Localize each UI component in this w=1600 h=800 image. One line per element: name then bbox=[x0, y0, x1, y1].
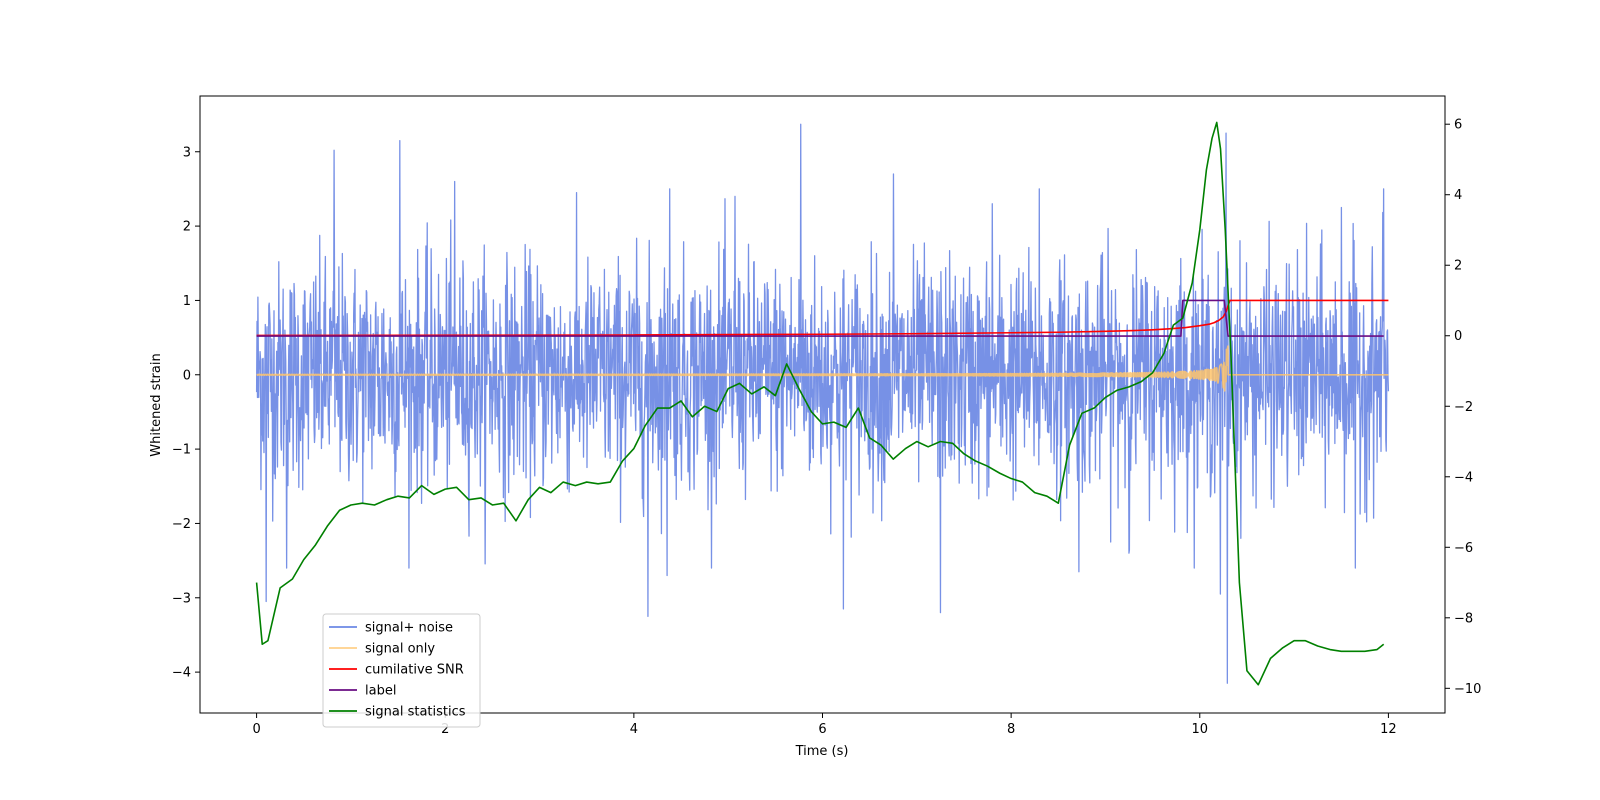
y2-tick-label: −4 bbox=[1454, 470, 1473, 485]
y2-tick-label: −10 bbox=[1454, 682, 1481, 697]
y2-tick-label: −8 bbox=[1454, 611, 1473, 626]
y-tick-label: −1 bbox=[172, 443, 191, 458]
legend-label-signal-statistics: signal statistics bbox=[365, 705, 466, 720]
y2-tick-label: −2 bbox=[1454, 400, 1473, 415]
y-tick-label: 3 bbox=[183, 145, 191, 160]
y2-tick-label: 4 bbox=[1454, 188, 1462, 203]
y-tick-label: −2 bbox=[172, 517, 191, 532]
x-tick-label: 2 bbox=[441, 722, 449, 737]
x-tick-label: 6 bbox=[818, 722, 826, 737]
y2-tick-label: −6 bbox=[1454, 541, 1473, 556]
y-tick-label: −3 bbox=[172, 591, 191, 606]
series-line-signal-noise bbox=[255, 123, 1390, 684]
y-tick-label: −4 bbox=[172, 666, 191, 681]
series-line-label bbox=[256, 299, 1384, 337]
series-layer bbox=[255, 121, 1390, 686]
legend-box bbox=[322, 613, 481, 728]
x-tick-label: 4 bbox=[630, 722, 638, 737]
x-tick-label: 0 bbox=[252, 722, 260, 737]
y-tick-label: 1 bbox=[183, 294, 191, 309]
y-tick-label: 0 bbox=[183, 368, 191, 383]
y2-tick-label: 6 bbox=[1454, 118, 1462, 133]
series-line-signal-statistics bbox=[255, 121, 1385, 686]
x-tick-label: 10 bbox=[1191, 722, 1208, 737]
x-tick-label: 12 bbox=[1380, 722, 1397, 737]
legend: signal+ noise signal only cumilative SNR la… bbox=[322, 613, 481, 728]
legend-label-cumilative-snr: cumilative SNR bbox=[365, 663, 464, 678]
legend-label-signal-noise: signal+ noise bbox=[365, 621, 453, 636]
x-axis-label: Time (s) bbox=[795, 744, 849, 759]
y-axis-label: Whitened strain bbox=[149, 353, 164, 456]
x-tick-label: 8 bbox=[1007, 722, 1015, 737]
y2-tick-label: 0 bbox=[1454, 329, 1462, 344]
legend-label-signal-only: signal only bbox=[365, 642, 435, 657]
y2-tick-label: 2 bbox=[1454, 259, 1462, 274]
y-tick-label: 2 bbox=[183, 220, 191, 235]
y-axis-ticks: −4 −3 −2 −1 0 1 2 3 bbox=[172, 145, 200, 681]
series-line-signal-only bbox=[256, 345, 1389, 392]
y2-axis-ticks: −10 −8 −6 −4 −2 0 2 4 6 bbox=[1445, 118, 1481, 697]
legend-label-label: label bbox=[365, 684, 396, 699]
